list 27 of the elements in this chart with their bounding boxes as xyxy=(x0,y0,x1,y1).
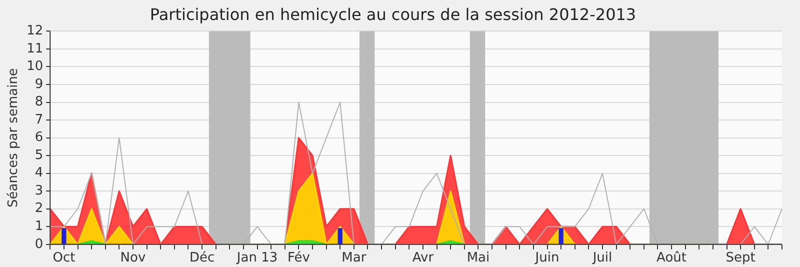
y-tick-label: 2 xyxy=(34,201,44,216)
y-tick-label: 12 xyxy=(26,24,44,39)
x-tick-label: Oct xyxy=(52,250,76,266)
x-tick-label: Sept xyxy=(726,250,756,266)
x-tick-label: Août xyxy=(656,250,687,266)
y-tick-label: 9 xyxy=(34,76,44,92)
chart-title: Participation en hemicycle au cours de la session 2012-2013 xyxy=(150,4,636,24)
x-tick-label: Fév xyxy=(287,250,310,266)
x-tick-label: Déc xyxy=(189,250,215,266)
y-tick-label: 4 xyxy=(34,166,44,181)
x-tick-label: Nov xyxy=(120,250,146,266)
x-tick-label: Juin xyxy=(534,250,560,266)
x-tick-label: Mai xyxy=(466,250,490,266)
y-tick-label: 5 xyxy=(34,148,44,163)
y-axis-title: Séances par semaine xyxy=(6,68,22,208)
y-tick-label: 6 xyxy=(34,130,44,146)
x-tick-label: Juil xyxy=(592,250,612,266)
y-tick-label: 0 xyxy=(34,236,44,252)
y-tick-label: 1 xyxy=(34,219,44,234)
x-tick-label: Jan 13 xyxy=(236,250,278,266)
y-tick-label: 3 xyxy=(34,183,44,198)
y-tick-label: 11 xyxy=(26,41,44,56)
y-tick-label: 8 xyxy=(34,94,44,110)
y-tick-label: 10 xyxy=(26,59,44,74)
x-tick-label: Avr xyxy=(412,250,434,266)
x-tick-label: Mar xyxy=(342,250,367,266)
y-tick-label: 7 xyxy=(34,112,44,128)
